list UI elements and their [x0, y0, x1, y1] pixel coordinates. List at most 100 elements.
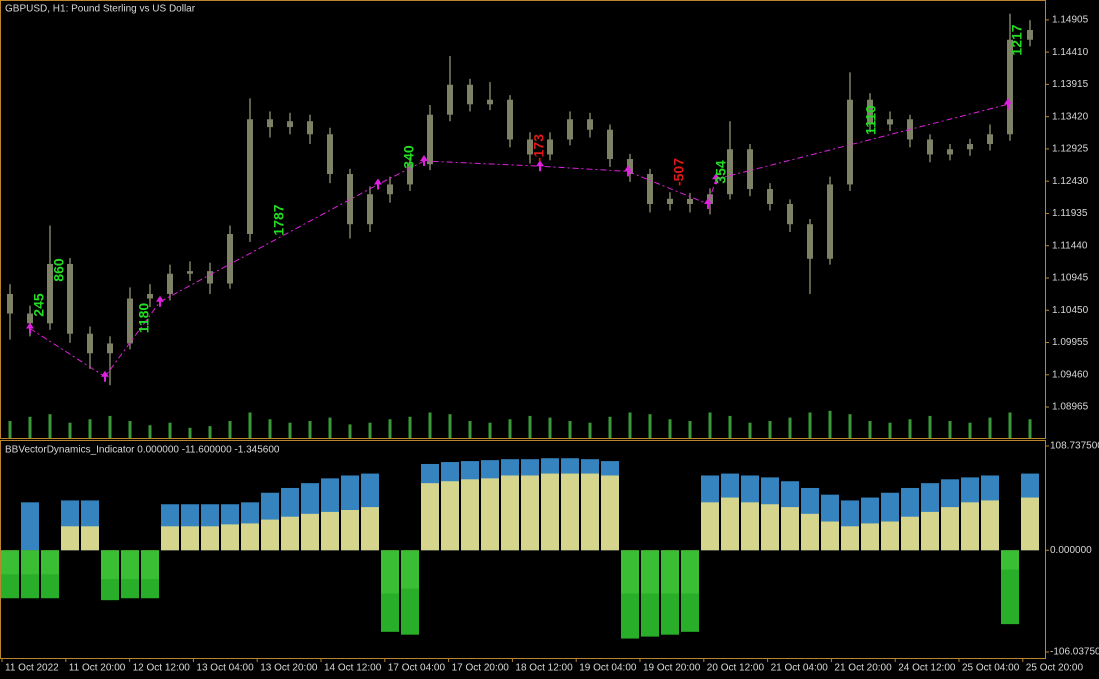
x-tick-label: 13 Oct 20:00: [260, 663, 318, 674]
indicator-bar: [241, 523, 259, 551]
indicator-bar: [941, 507, 959, 551]
volume-bar: [228, 421, 232, 438]
volume-bar: [528, 415, 532, 438]
indicator-bar: [561, 473, 579, 551]
indicator-bar: [181, 526, 199, 551]
x-tick-label: 19 Oct 20:00: [643, 663, 701, 674]
x-tick-label: 25 Oct 04:00: [962, 663, 1020, 674]
indicator-bar: [81, 526, 99, 551]
volume-bar: [468, 421, 472, 438]
x-tick-label: 17 Oct 04:00: [388, 663, 446, 674]
annotation: 860: [51, 258, 67, 282]
y-tick-label: 1.12430: [1052, 176, 1089, 187]
candle-body: [627, 159, 633, 175]
candle-body: [767, 189, 773, 205]
volume-bar: [688, 421, 692, 438]
x-tick-label: 14 Oct 12:00: [324, 663, 382, 674]
volume-bar: [648, 414, 652, 438]
y-tick-label: 1.11935: [1052, 208, 1088, 219]
y-tick-label: 1.14905: [1052, 15, 1089, 26]
x-tick-label: 17 Oct 20:00: [452, 663, 510, 674]
indicator-bar: [821, 521, 839, 551]
candle-body: [87, 333, 93, 354]
volume-bar: [728, 415, 732, 438]
candle-body: [427, 114, 433, 165]
candle-body: [207, 271, 213, 284]
indicator-bar: [681, 550, 699, 632]
volume-bar: [188, 427, 192, 438]
indicator-bar: [201, 526, 219, 551]
x-tick-label: 11 Oct 20:00: [69, 663, 126, 674]
candle-body: [527, 139, 533, 155]
candle-body: [927, 139, 933, 155]
volume-bar: [488, 422, 492, 438]
volume-bar: [168, 422, 172, 438]
indicator-bar: [281, 516, 299, 551]
indicator-bar: [981, 500, 999, 551]
x-tick-label: 24 Oct 12:00: [898, 663, 956, 674]
indicator-bar: [621, 550, 639, 639]
indicator-bar: [441, 481, 459, 551]
indicator-bar: [361, 507, 379, 551]
volume-bar: [108, 415, 112, 438]
indicator-bar: [161, 526, 179, 551]
candle-body: [347, 174, 353, 225]
indicator-bar: [21, 502, 39, 551]
candle-body: [967, 144, 973, 150]
indicator-bar: [721, 497, 739, 551]
volume-bar: [968, 422, 972, 438]
annotation: 1110: [863, 105, 879, 135]
volume-bar: [948, 421, 952, 438]
indicator-bar: [761, 504, 779, 551]
candle-body: [47, 263, 53, 324]
volume-bar: [608, 416, 612, 438]
volume-bar: [408, 416, 412, 438]
candle-body: [387, 184, 393, 195]
indicator-bar: [21, 550, 39, 599]
candle-body: [327, 134, 333, 175]
volume-bar: [128, 421, 132, 438]
indicator-bar: [1, 550, 19, 599]
indicator-bar: [641, 550, 659, 637]
annotation: 1787: [271, 204, 287, 235]
indicator-bar: [781, 507, 799, 551]
volume-bar: [288, 422, 292, 438]
volume-bar: [768, 421, 772, 438]
candle-body: [607, 129, 613, 160]
candle-body: [467, 84, 473, 105]
annotation: 245: [31, 293, 47, 317]
volume-bar: [388, 419, 392, 438]
indicator-bar: [141, 550, 159, 599]
volume-bar: [788, 417, 792, 438]
candle-body: [547, 139, 553, 155]
volume-bar: [88, 419, 92, 438]
candle-body: [727, 149, 733, 195]
volume-bar: [328, 417, 332, 438]
indicator-bar: [661, 550, 679, 635]
y-tick-label: 1.13915: [1052, 79, 1089, 90]
zigzag-line: [29, 103, 1009, 378]
indicator-title: BBVectorDynamics_Indicator 0.000000 -11.…: [5, 445, 280, 456]
indicator-bar: [341, 510, 359, 551]
volume-bar: [148, 425, 152, 438]
candle-body: [227, 233, 233, 284]
indicator-bar: [541, 473, 559, 551]
volume-bar: [428, 412, 432, 438]
candle-body: [827, 184, 833, 259]
indicator-bar: [381, 550, 399, 632]
volume-bar: [1028, 419, 1032, 438]
candle-body: [867, 99, 873, 125]
zigzag-marker: [374, 178, 382, 190]
indicator-bar: [221, 524, 239, 551]
y-tick-label: 1.10945: [1052, 273, 1089, 284]
indicator-bar: [481, 478, 499, 551]
candle-body: [747, 149, 753, 190]
indicator-bar: [321, 511, 339, 551]
annotation: 354: [713, 160, 729, 184]
x-tick-label: 11 Oct 2022: [5, 663, 59, 674]
volume-bar: [1008, 412, 1012, 438]
candle-body: [127, 298, 133, 344]
candle-body: [287, 121, 293, 128]
volume-bar: [848, 414, 852, 438]
